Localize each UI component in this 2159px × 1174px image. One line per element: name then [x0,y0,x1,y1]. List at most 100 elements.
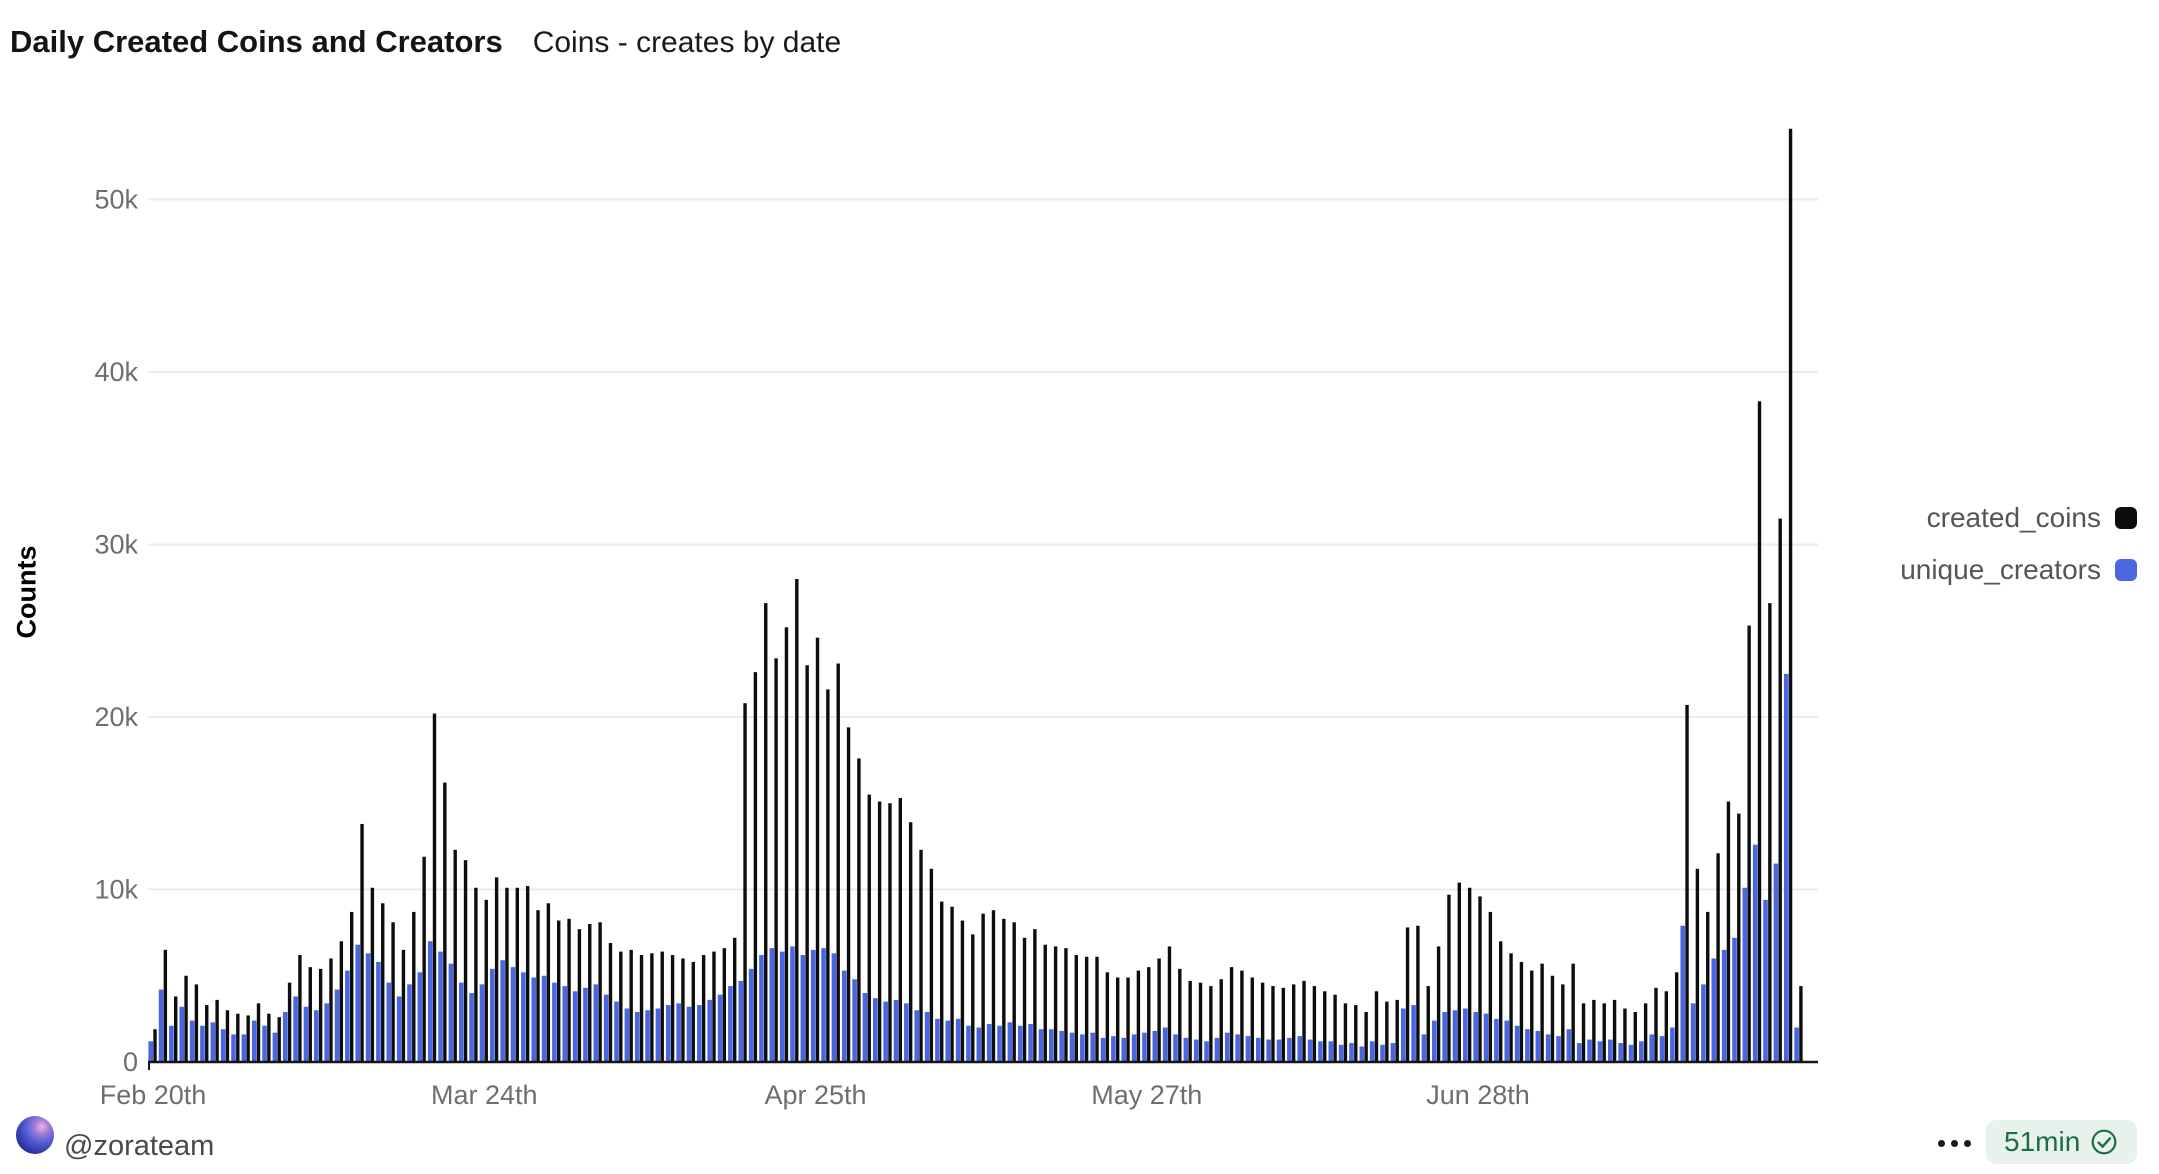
bar-unique-creators[interactable] [1452,1010,1458,1062]
bar-unique-creators[interactable] [169,1025,174,1062]
bar-created-coins[interactable] [1592,999,1596,1062]
bar-created-coins[interactable] [950,906,954,1062]
bar-unique-creators[interactable] [1463,1008,1468,1062]
bar-unique-creators[interactable] [1639,1041,1644,1062]
bar-unique-creators[interactable] [438,951,443,1062]
bar-created-coins[interactable] [650,953,654,1062]
bar-unique-creators[interactable] [1649,1034,1654,1062]
bar-created-coins[interactable] [1333,994,1337,1062]
bar-unique-creators[interactable] [935,1018,940,1062]
bar-created-coins[interactable] [381,903,385,1062]
bar-unique-creators[interactable] [1587,1039,1592,1062]
bar-created-coins[interactable] [246,1015,250,1062]
bar-unique-creators[interactable] [407,984,412,1062]
bar-unique-creators[interactable] [1100,1037,1106,1062]
bar-unique-creators[interactable] [1628,1044,1634,1062]
bar-created-coins[interactable] [1260,982,1265,1062]
bar-unique-creators[interactable] [148,1041,153,1062]
bar-unique-creators[interactable] [883,1001,888,1062]
bar-unique-creators[interactable] [1080,1034,1085,1062]
bar-created-coins[interactable] [1043,944,1047,1062]
bar-created-coins[interactable] [608,942,613,1062]
bar-created-coins[interactable] [691,961,695,1062]
bar-unique-creators[interactable] [1007,1022,1013,1062]
bar-unique-creators[interactable] [1276,1039,1282,1062]
bar-created-coins[interactable] [1095,956,1099,1062]
bar-created-coins[interactable] [1768,603,1772,1062]
bar-unique-creators[interactable] [1783,673,1789,1062]
bar-created-coins[interactable] [1240,970,1244,1062]
bar-created-coins[interactable] [1291,984,1296,1062]
bar-created-coins[interactable] [277,1017,281,1062]
bar-unique-creators[interactable] [448,963,454,1062]
bar-created-coins[interactable] [1022,937,1027,1062]
bar-unique-creators[interactable] [1494,1018,1499,1062]
bar-created-coins[interactable] [1084,956,1089,1062]
bar-created-coins[interactable] [1530,970,1534,1062]
bar-created-coins[interactable] [1509,953,1513,1062]
bar-created-coins[interactable] [1229,967,1234,1062]
bar-created-coins[interactable] [1002,918,1006,1062]
bar-created-coins[interactable] [619,951,623,1062]
bar-created-coins[interactable] [215,999,219,1062]
bar-unique-creators[interactable] [220,1029,226,1062]
bar-created-coins[interactable] [256,1003,261,1062]
bar-unique-creators[interactable] [1069,1032,1075,1062]
bar-unique-creators[interactable] [1670,1027,1675,1063]
bar-unique-creators[interactable] [1090,1032,1095,1062]
bar-created-coins[interactable] [463,860,468,1062]
bar-unique-creators[interactable] [241,1034,247,1062]
bar-unique-creators[interactable] [1732,937,1737,1062]
bar-unique-creators[interactable] [852,979,857,1062]
bar-created-coins[interactable] [1281,987,1286,1062]
bar-created-coins[interactable] [174,996,178,1062]
bar-created-coins[interactable] [1271,986,1275,1062]
bar-unique-creators[interactable] [1245,1036,1251,1062]
bar-created-coins[interactable] [857,758,861,1062]
bar-unique-creators[interactable] [1183,1037,1189,1062]
bar-created-coins[interactable] [1115,977,1120,1062]
bar-created-coins[interactable] [505,887,509,1062]
bar-created-coins[interactable] [888,803,892,1062]
bar-unique-creators[interactable] [1421,1034,1427,1062]
bar-created-coins[interactable] [836,663,840,1062]
bar-created-coins[interactable] [391,922,395,1062]
bar-created-coins[interactable] [1695,868,1700,1062]
legend-item-unique-creators[interactable]: unique_creators [1900,554,2137,586]
bar-unique-creators[interactable] [179,1006,185,1062]
bar-created-coins[interactable] [1302,980,1306,1062]
bar-created-coins[interactable] [205,1005,209,1062]
bar-unique-creators[interactable] [1287,1037,1292,1062]
bar-unique-creators[interactable] [800,955,806,1062]
bar-unique-creators[interactable] [427,941,433,1062]
bar-unique-creators[interactable] [1338,1044,1344,1062]
bar-unique-creators[interactable] [624,1008,630,1062]
bar-unique-creators[interactable] [1224,1032,1230,1062]
bar-unique-creators[interactable] [1131,1034,1137,1062]
bar-created-coins[interactable] [1219,979,1223,1062]
bar-unique-creators[interactable] [272,1032,278,1062]
bar-unique-creators[interactable] [738,980,744,1062]
bar-unique-creators[interactable] [552,982,557,1062]
bar-created-coins[interactable] [598,922,602,1062]
bar-unique-creators[interactable] [1048,1029,1054,1062]
bar-created-coins[interactable] [525,886,530,1062]
bar-unique-creators[interactable] [1742,887,1748,1062]
bar-created-coins[interactable] [1788,128,1793,1062]
bar-created-coins[interactable] [225,1010,230,1062]
bar-created-coins[interactable] [1550,975,1555,1062]
bar-created-coins[interactable] [1198,982,1203,1062]
bar-unique-creators[interactable] [841,970,847,1062]
more-options-button[interactable] [1934,1134,1975,1153]
bar-created-coins[interactable] [1467,887,1472,1062]
bar-unique-creators[interactable] [572,991,578,1062]
bar-unique-creators[interactable] [728,986,733,1062]
bar-created-coins[interactable] [453,849,457,1062]
bar-unique-creators[interactable] [945,1020,951,1062]
bar-created-coins[interactable] [1612,999,1617,1062]
bar-created-coins[interactable] [1105,972,1110,1062]
bar-created-coins[interactable] [981,913,985,1062]
legend-item-created-coins[interactable]: created_coins [1927,502,2137,534]
bar-unique-creators[interactable] [510,967,516,1062]
bar-created-coins[interactable] [1312,986,1317,1062]
